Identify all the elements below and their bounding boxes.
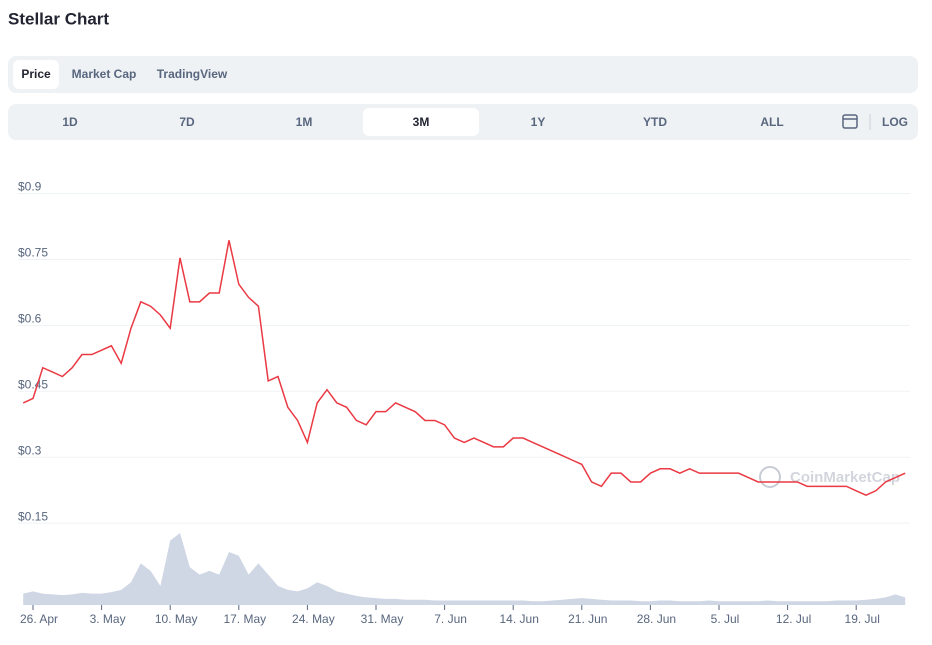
y-tick-label: $0.6 (18, 312, 42, 326)
tab[interactable]: Market Cap (72, 67, 137, 81)
x-tick-label: 3. May (90, 612, 126, 626)
x-tick-label: 5. Jul (711, 612, 740, 626)
range-button[interactable]: 1D (62, 115, 78, 129)
range-button[interactable]: 1M (296, 115, 313, 129)
x-tick-label: 26. Apr (20, 612, 58, 626)
x-tick-label: 28. Jun (637, 612, 676, 626)
x-tick-label: 17. May (223, 612, 266, 626)
y-tick-label: $0.15 (18, 509, 48, 523)
y-tick-label: $0.3 (18, 443, 42, 457)
calendar-icon[interactable] (842, 114, 858, 129)
tab-active (13, 60, 59, 89)
log-toggle[interactable]: LOG (882, 115, 908, 129)
x-tick-label: 21. Jun (568, 612, 607, 626)
x-tick-label: 14. Jun (500, 612, 539, 626)
x-tick-label: 31. May (361, 612, 404, 626)
x-tick-label: 7. Jun (434, 612, 467, 626)
range-button[interactable]: 1Y (531, 115, 546, 129)
x-tick-label: 10. May (155, 612, 198, 626)
y-tick-label: $0.9 (18, 180, 42, 194)
y-tick-label: $0.75 (18, 246, 48, 260)
range-button[interactable]: 3M (413, 115, 430, 129)
watermark: CoinMarketCap (790, 469, 900, 486)
tab[interactable]: TradingView (157, 67, 228, 81)
x-tick-label: 12. Jul (776, 612, 811, 626)
page-title: Stellar Chart (8, 9, 109, 28)
watermark-logo (759, 466, 781, 488)
price-line (22, 240, 906, 496)
y-tick-label: $0.45 (18, 377, 48, 391)
x-tick-label: 24. May (292, 612, 335, 626)
range-button[interactable]: ALL (760, 115, 783, 129)
range-button[interactable]: 7D (179, 115, 195, 129)
range-button[interactable]: YTD (643, 115, 667, 129)
volume-area (23, 533, 906, 605)
tab-bar (8, 56, 918, 93)
range-active (363, 108, 479, 136)
x-tick-label: 19. Jul (845, 612, 880, 626)
tab[interactable]: Price (21, 67, 51, 81)
